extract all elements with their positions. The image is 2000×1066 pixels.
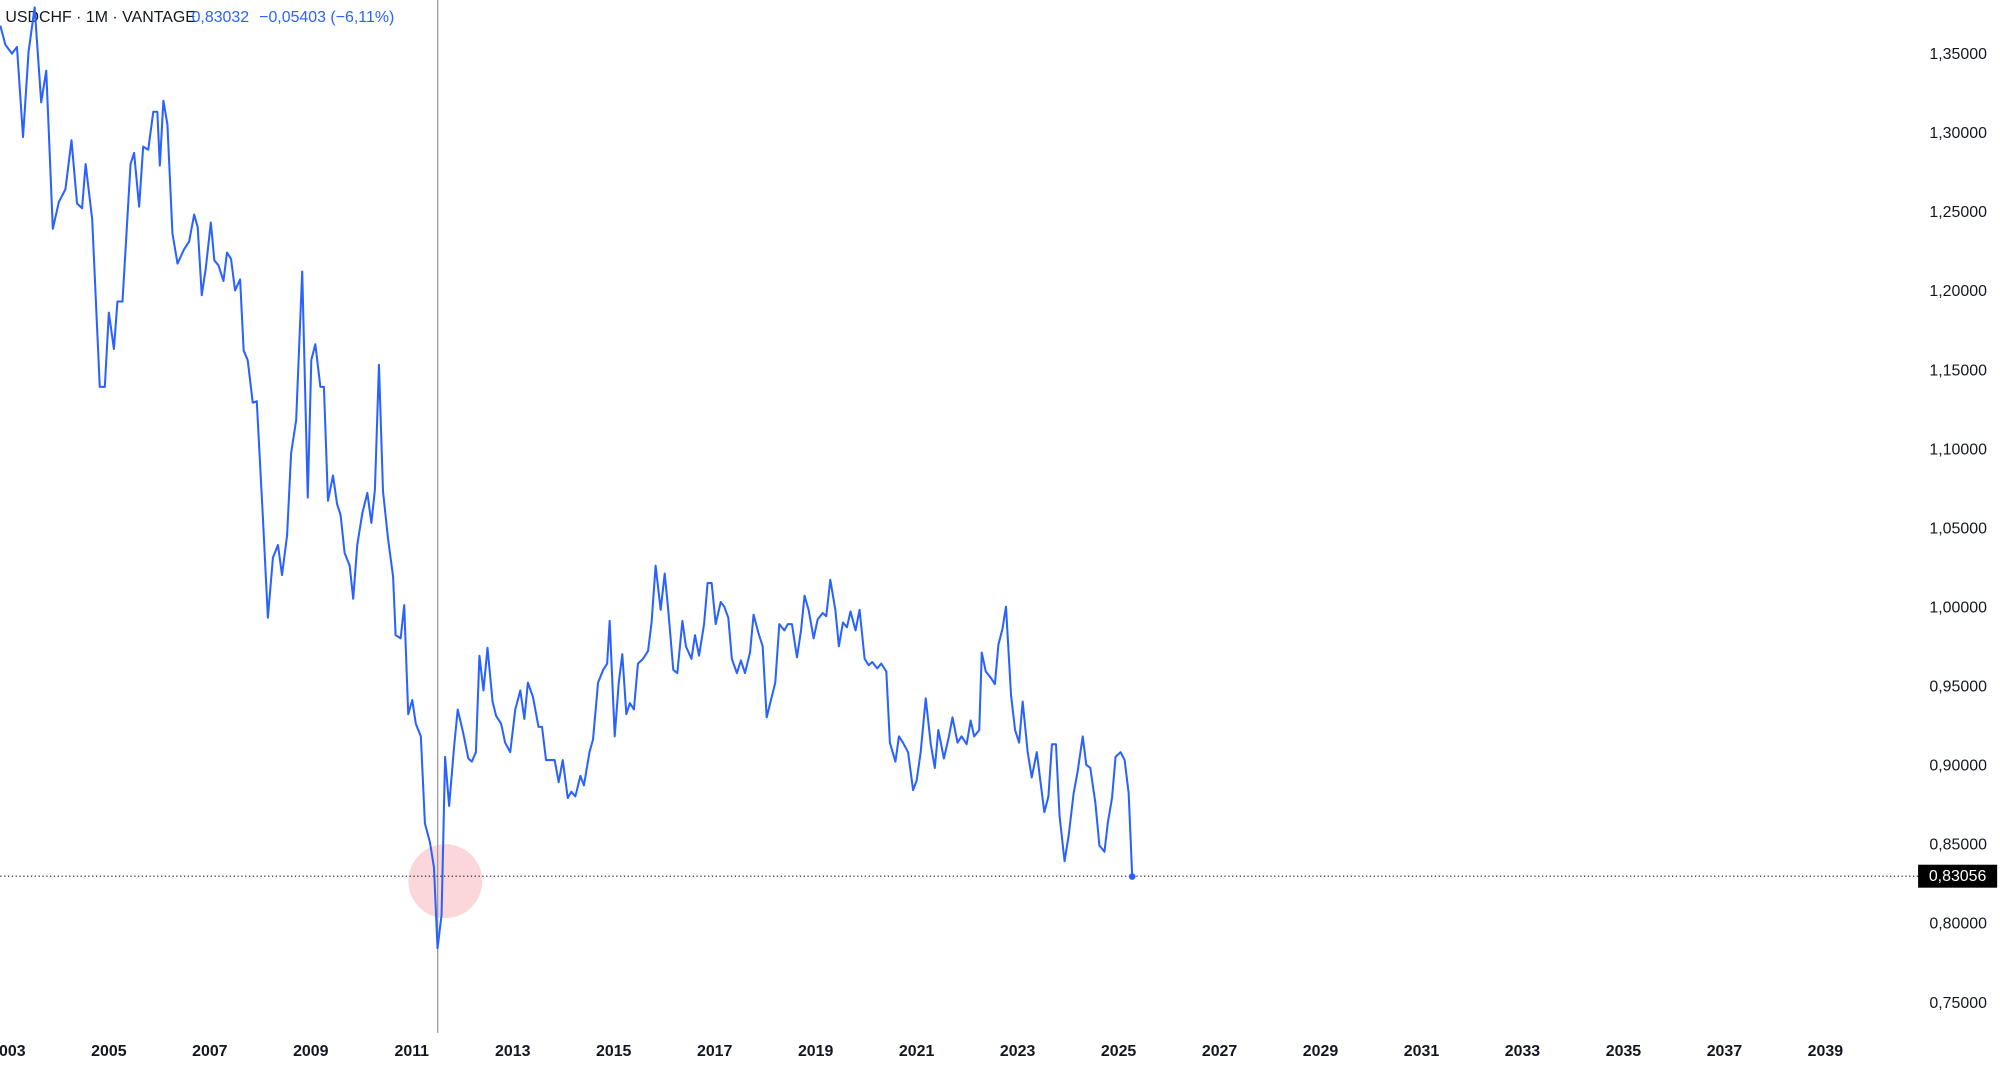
x-tick-label: 2013 xyxy=(495,1043,531,1060)
y-tick-label: 0,85000 xyxy=(1929,837,1987,854)
price-label-box xyxy=(1918,864,1998,888)
y-tick-label: 1,05000 xyxy=(1929,520,1987,537)
x-tick-label: 2019 xyxy=(798,1043,834,1060)
x-tick-label: 2009 xyxy=(293,1043,329,1060)
x-tick-label: 2005 xyxy=(91,1043,127,1060)
x-tick-label: 2029 xyxy=(1303,1043,1339,1060)
last-price: 0,83032 xyxy=(192,9,250,26)
y-tick-label: 0,80000 xyxy=(1929,916,1987,933)
y-tick-label: 1,15000 xyxy=(1929,362,1987,379)
y-tick-label: 1,35000 xyxy=(1929,46,1987,63)
y-tick-label: 1,00000 xyxy=(1929,599,1987,616)
x-tick-label: 2033 xyxy=(1505,1043,1541,1060)
x-tick-label: 2037 xyxy=(1707,1043,1743,1060)
price-change: −0,05403 (−6,11%) xyxy=(259,9,394,26)
x-tick-label: 2011 xyxy=(394,1043,429,1060)
x-tick-label: 2007 xyxy=(192,1043,228,1060)
y-tick-label: 1,25000 xyxy=(1929,204,1987,221)
highlight-circle xyxy=(408,844,483,919)
y-tick-label: 1,30000 xyxy=(1929,125,1987,142)
x-tick-label: 2015 xyxy=(596,1043,632,1060)
x-tick-label: 2039 xyxy=(1808,1043,1844,1060)
price-label: 0,83056 xyxy=(1929,868,1987,885)
x-tick-label: 2003 xyxy=(0,1043,26,1060)
price-line-series xyxy=(0,6,1134,950)
x-tick-label: 2017 xyxy=(697,1043,733,1060)
x-tick-label: 2025 xyxy=(1101,1043,1137,1060)
x-tick-label: 2035 xyxy=(1606,1043,1642,1060)
y-tick-label: 1,20000 xyxy=(1929,283,1987,300)
y-tick-label: 0,90000 xyxy=(1929,758,1987,775)
y-tick-label: 0,95000 xyxy=(1929,679,1987,696)
y-tick-label: 1,10000 xyxy=(1929,441,1987,458)
symbol-title: USDCHF · 1M · VANTAGE xyxy=(5,9,195,26)
x-tick-label: 2031 xyxy=(1404,1043,1440,1060)
x-tick-label: 2027 xyxy=(1202,1043,1238,1060)
y-tick-label: 0,75000 xyxy=(1929,995,1987,1012)
x-tick-label: 2023 xyxy=(1000,1043,1036,1060)
x-tick-label: 2021 xyxy=(899,1043,935,1060)
last-point xyxy=(1128,873,1136,880)
